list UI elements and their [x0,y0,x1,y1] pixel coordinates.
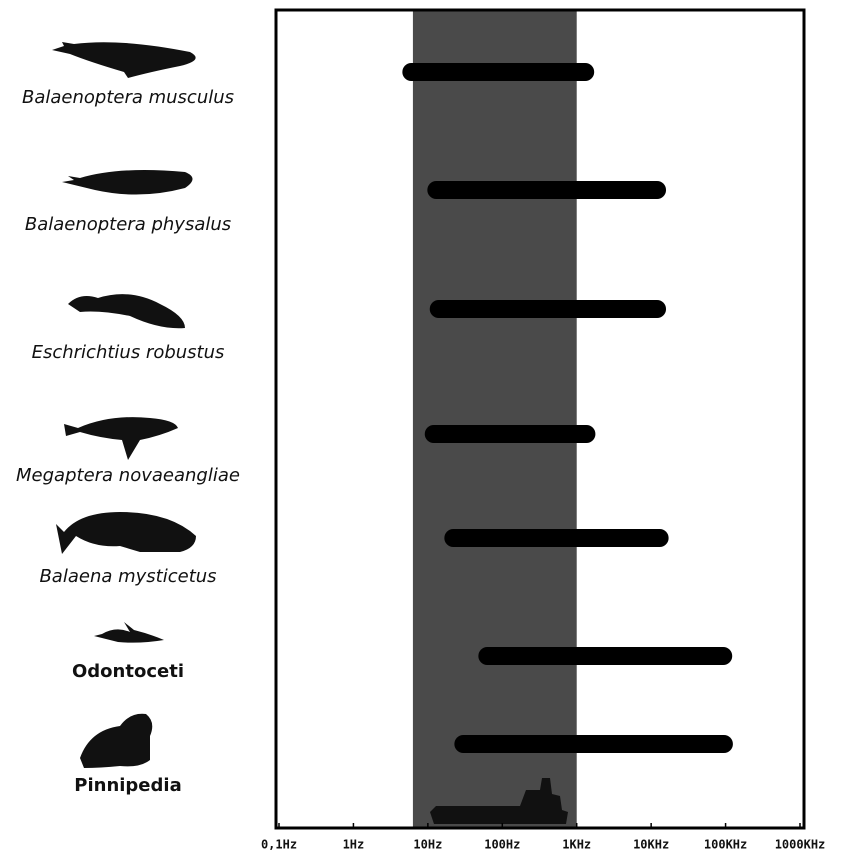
category-label: Pinnipedia [74,775,181,796]
animal-icons [52,42,196,768]
x-tick-label: 1000KHz [775,838,826,852]
shaded-band [413,12,577,827]
category-label: Balaena mysticetus [39,566,216,587]
category-label: Odontoceti [72,661,184,682]
chart: 0,1Hz 1Hz 10Hz 100Hz 1KHz 10KHz 100KHz 1000KHz B… [0,0,845,855]
category-label: Megaptera novaeangliae [16,465,240,486]
x-tick-label: 100Hz [484,838,520,852]
x-tick-label: 10Hz [413,838,442,852]
band-layer [413,12,577,827]
x-tick-label: 10KHz [633,838,669,852]
category-label: Eschrichtius robustus [32,342,225,363]
x-tick-label: 100KHz [704,838,747,852]
category-label: Balaenoptera musculus [22,87,234,108]
x-tick-label: 0,1Hz [261,838,297,852]
category-label: Balaenoptera physalus [25,214,231,235]
x-tick-label: 1Hz [343,838,365,852]
x-tick-label: 1KHz [562,838,591,852]
